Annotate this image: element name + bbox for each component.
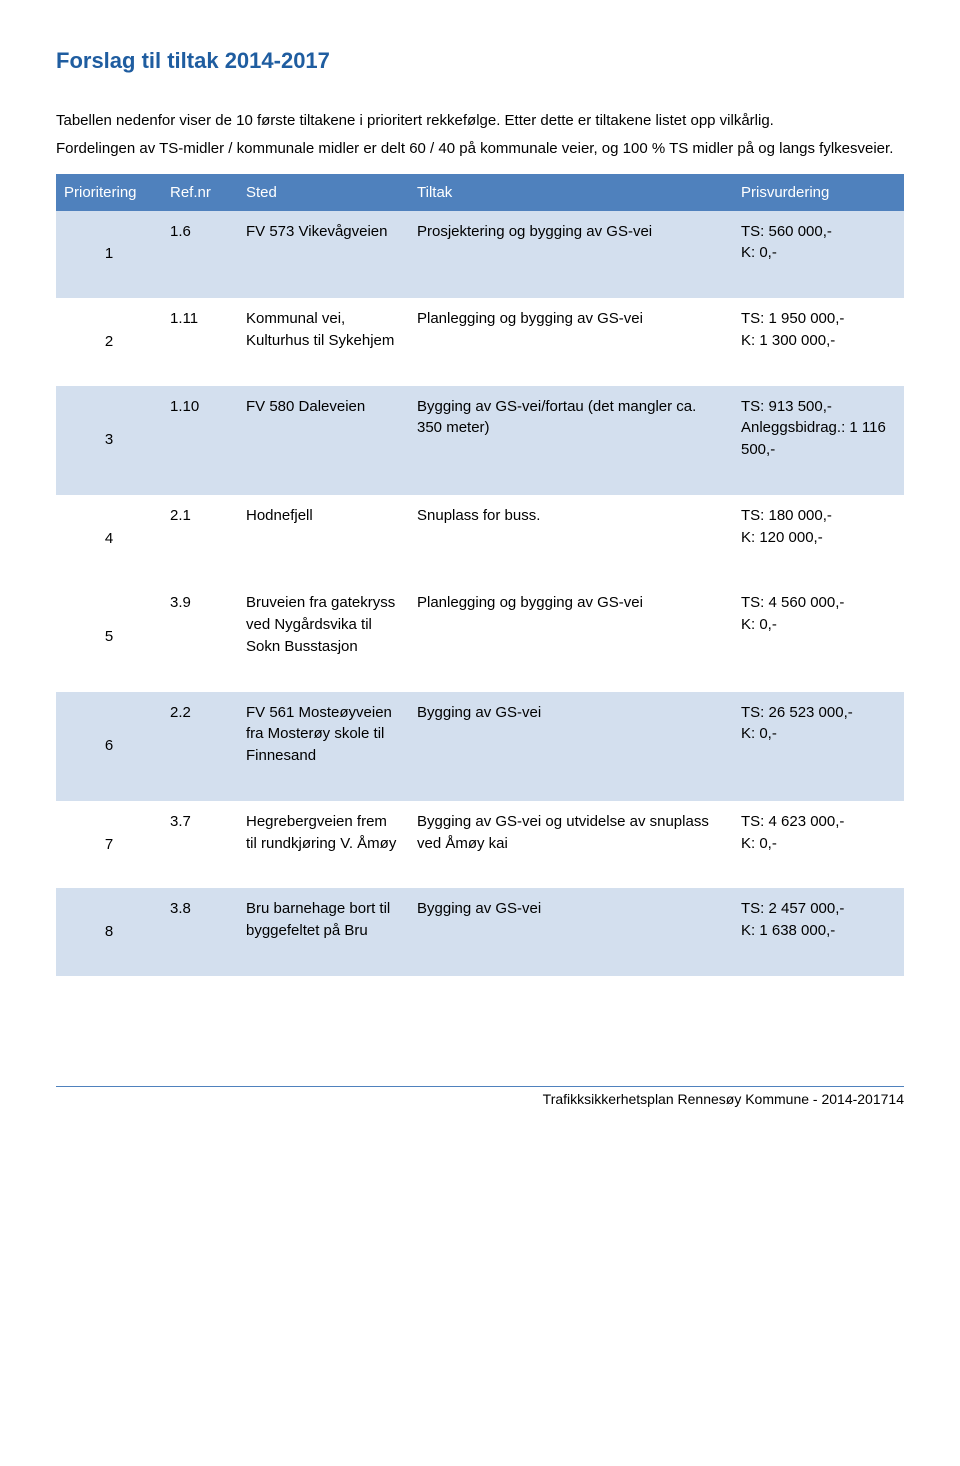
cell-tiltak: Bygging av GS-vei og utvidelse av snupla… <box>409 801 733 889</box>
table-header-row: Prioritering Ref.nr Sted Tiltak Prisvurd… <box>56 174 904 211</box>
col-prioritering: Prioritering <box>56 174 162 211</box>
table-row: 21.11Kommunal vei, Kulturhus til Sykehje… <box>56 298 904 386</box>
cell-tiltak: Prosjektering og bygging av GS-vei <box>409 211 733 299</box>
page-number: 14 <box>888 1091 904 1107</box>
cell-refnr: 3.7 <box>162 801 238 889</box>
table-body: 11.6FV 573 VikevågveienProsjektering og … <box>56 211 904 976</box>
cell-refnr: 3.8 <box>162 888 238 976</box>
tiltak-table: Prioritering Ref.nr Sted Tiltak Prisvurd… <box>56 174 904 976</box>
footer-text: Trafikksikkerhetsplan Rennesøy Kommune -… <box>543 1091 889 1107</box>
cell-tiltak: Bygging av GS-vei/fortau (det mangler ca… <box>409 386 733 495</box>
cell-prioritering: 1 <box>56 211 162 299</box>
cell-refnr: 2.2 <box>162 692 238 801</box>
intro-paragraph-1: Tabellen nedenfor viser de 10 første til… <box>56 110 904 132</box>
table-row: 83.8Bru barnehage bort til byggefeltet p… <box>56 888 904 976</box>
cell-refnr: 3.9 <box>162 582 238 691</box>
cell-tiltak: Snuplass for buss. <box>409 495 733 583</box>
cell-pris: TS: 560 000,-K: 0,- <box>733 211 904 299</box>
col-tiltak: Tiltak <box>409 174 733 211</box>
cell-prioritering: 8 <box>56 888 162 976</box>
cell-tiltak: Planlegging og bygging av GS-vei <box>409 582 733 691</box>
cell-pris: TS: 26 523 000,-K: 0,- <box>733 692 904 801</box>
cell-tiltak: Bygging av GS-vei <box>409 692 733 801</box>
cell-prioritering: 5 <box>56 582 162 691</box>
cell-sted: FV 580 Daleveien <box>238 386 409 495</box>
cell-pris: TS: 180 000,-K: 120 000,- <box>733 495 904 583</box>
cell-prioritering: 4 <box>56 495 162 583</box>
cell-prioritering: 6 <box>56 692 162 801</box>
cell-pris: TS: 4 560 000,-K: 0,- <box>733 582 904 691</box>
cell-sted: FV 573 Vikevågveien <box>238 211 409 299</box>
table-row: 53.9Bruveien fra gatekryss ved Nygårdsvi… <box>56 582 904 691</box>
table-row: 73.7Hegrebergveien frem til rundkjøring … <box>56 801 904 889</box>
cell-pris: TS: 2 457 000,-K: 1 638 000,- <box>733 888 904 976</box>
col-prisvurdering: Prisvurdering <box>733 174 904 211</box>
cell-prioritering: 2 <box>56 298 162 386</box>
page-title: Forslag til tiltak 2014-2017 <box>56 48 904 74</box>
cell-pris: TS: 913 500,-Anleggsbidrag.: 1 116 500,- <box>733 386 904 495</box>
col-refnr: Ref.nr <box>162 174 238 211</box>
cell-refnr: 1.11 <box>162 298 238 386</box>
cell-refnr: 1.6 <box>162 211 238 299</box>
cell-prioritering: 7 <box>56 801 162 889</box>
table-row: 31.10FV 580 DaleveienBygging av GS-vei/f… <box>56 386 904 495</box>
table-row: 42.1HodnefjellSnuplass for buss.TS: 180 … <box>56 495 904 583</box>
cell-refnr: 2.1 <box>162 495 238 583</box>
cell-refnr: 1.10 <box>162 386 238 495</box>
footer-divider <box>56 1086 904 1087</box>
cell-sted: FV 561 Mosteøyveien fra Mosterøy skole t… <box>238 692 409 801</box>
cell-pris: TS: 4 623 000,-K: 0,- <box>733 801 904 889</box>
cell-tiltak: Planlegging og bygging av GS-vei <box>409 298 733 386</box>
intro-paragraph-2: Fordelingen av TS-midler / kommunale mid… <box>56 138 904 160</box>
cell-sted: Bru barnehage bort til byggefeltet på Br… <box>238 888 409 976</box>
table-row: 11.6FV 573 VikevågveienProsjektering og … <box>56 211 904 299</box>
cell-tiltak: Bygging av GS-vei <box>409 888 733 976</box>
footer-container: Trafikksikkerhetsplan Rennesøy Kommune -… <box>56 1086 904 1107</box>
cell-sted: Hodnefjell <box>238 495 409 583</box>
table-row: 62.2FV 561 Mosteøyveien fra Mosterøy sko… <box>56 692 904 801</box>
cell-sted: Hegrebergveien frem til rundkjøring V. Å… <box>238 801 409 889</box>
page-footer: Trafikksikkerhetsplan Rennesøy Kommune -… <box>56 1086 904 1107</box>
cell-sted: Bruveien fra gatekryss ved Nygårdsvika t… <box>238 582 409 691</box>
cell-sted: Kommunal vei, Kulturhus til Sykehjem <box>238 298 409 386</box>
cell-prioritering: 3 <box>56 386 162 495</box>
cell-pris: TS: 1 950 000,-K: 1 300 000,- <box>733 298 904 386</box>
col-sted: Sted <box>238 174 409 211</box>
